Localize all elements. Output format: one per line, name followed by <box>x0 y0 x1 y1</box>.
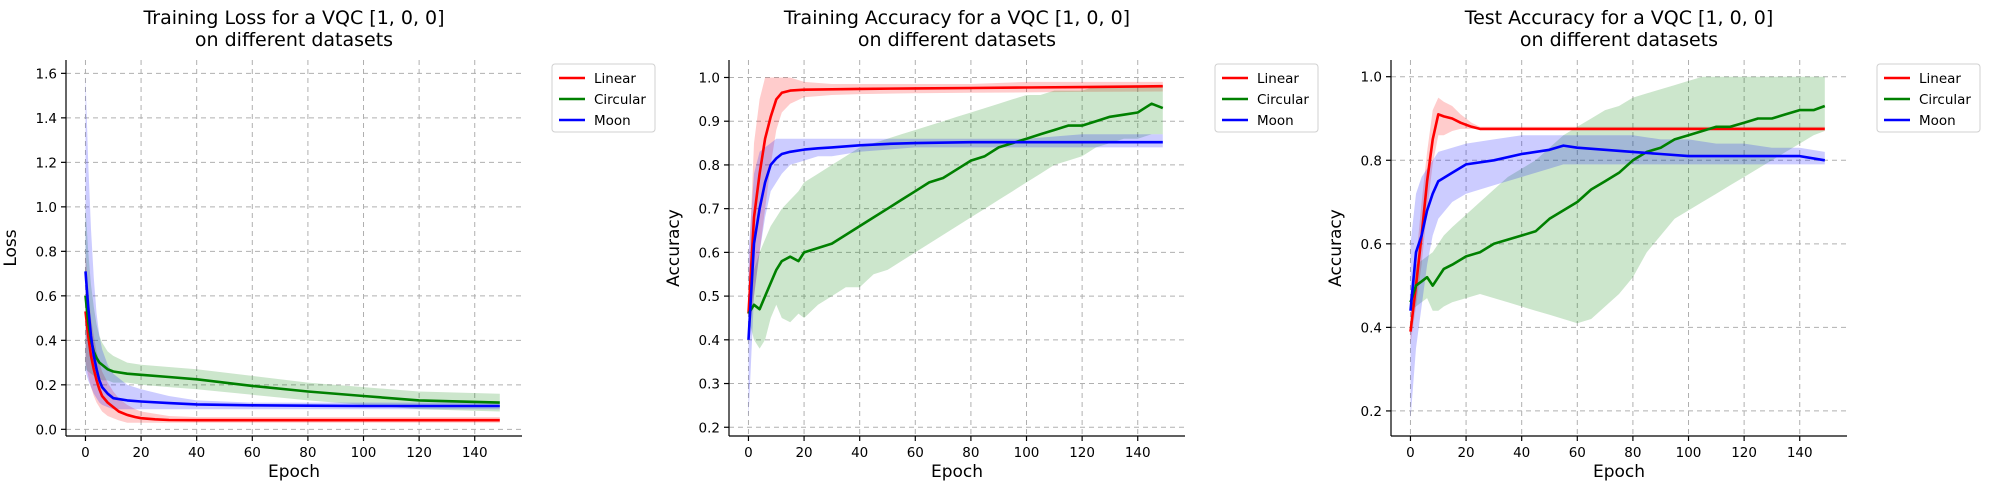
chart-title-line-1: Training Accuracy for a VQC [1, 0, 0] <box>783 7 1130 29</box>
x-axis-label: Epoch <box>931 462 983 482</box>
x-tick-label: 140 <box>1125 445 1151 461</box>
x-tick-label: 80 <box>299 445 316 461</box>
legend-label-moon: Moon <box>1257 113 1294 129</box>
x-tick-label: 60 <box>907 445 924 461</box>
band-circular <box>748 86 1163 349</box>
x-tick-label: 60 <box>1569 445 1586 461</box>
series-line-linear <box>84 311 500 422</box>
x-tick-label: 40 <box>851 445 868 461</box>
series-line-moon <box>747 140 1163 340</box>
band-linear <box>748 77 1163 340</box>
x-tick-label: 0 <box>81 445 90 461</box>
y-tick-label: 0.6 <box>1361 237 1382 253</box>
y-tick-label: 1.2 <box>36 155 57 171</box>
y-tick-label: 1.0 <box>699 70 720 86</box>
legend-label-linear: Linear <box>1919 71 1961 87</box>
legend-label-moon: Moon <box>1919 113 1956 129</box>
legend-label-circular: Circular <box>1257 92 1309 108</box>
series-line-moon <box>84 271 500 408</box>
y-tick-label: 0.8 <box>36 244 57 260</box>
series-line-linear <box>747 84 1163 314</box>
y-tick-label: 0.3 <box>699 377 720 393</box>
band-circular <box>85 206 500 412</box>
band-moon <box>1410 135 1825 420</box>
y-tick-label: 0.8 <box>699 158 720 174</box>
y-tick-label: 0.4 <box>1361 320 1382 336</box>
x-tick-label: 100 <box>1676 445 1702 461</box>
y-tick-label: 0.5 <box>699 289 720 305</box>
y-tick-label: 0.7 <box>699 202 720 218</box>
chart-title-line-1: Test Accuracy for a VQC [1, 0, 0] <box>1464 7 1774 29</box>
x-tick-label: 120 <box>1731 445 1757 461</box>
x-tick-label: 0 <box>1406 445 1415 461</box>
series-line-moon <box>1409 144 1826 311</box>
x-axis-label: Epoch <box>268 462 320 482</box>
y-tick-label: 1.4 <box>36 111 57 127</box>
y-tick-label: 0.4 <box>699 333 720 349</box>
x-tick-label: 120 <box>406 445 432 461</box>
y-tick-label: 1.6 <box>36 66 57 82</box>
band-linear <box>85 251 500 423</box>
legend-frame <box>551 63 656 133</box>
chart-3: 0 20 40 60 80 100 120 140 0.2 0.4 0.6 0.8 1.0 Epoch Ac… <box>1326 7 1981 482</box>
y-tick-label: 0.0 <box>36 422 57 438</box>
chart-1: 0 20 40 60 80 100 120 140 0.0 0.2 0.4 0.6 0.8 1.0 1.2 1… <box>1 7 656 482</box>
legend-frame <box>1214 63 1319 133</box>
y-tick-label: 0.4 <box>36 333 57 349</box>
legend-frame <box>1876 63 1981 133</box>
x-tick-label: 20 <box>132 445 149 461</box>
x-tick-label: 20 <box>795 445 812 461</box>
y-tick-label: 0.2 <box>1361 404 1382 420</box>
x-tick-label: 140 <box>462 445 488 461</box>
y-tick-label: 0.9 <box>699 114 720 130</box>
x-tick-label: 60 <box>244 445 261 461</box>
x-tick-label: 80 <box>962 445 979 461</box>
legend-label-linear: Linear <box>1257 71 1299 87</box>
chart-title-line-2: on different datasets <box>195 29 393 51</box>
x-axis-label: Epoch <box>1593 462 1645 482</box>
y-tick-label: 0.2 <box>699 420 720 436</box>
x-tick-label: 20 <box>1457 445 1474 461</box>
y-tick-label: 0.6 <box>699 245 720 261</box>
x-tick-label: 0 <box>744 445 753 461</box>
band-circular <box>1410 76 1825 324</box>
series-line-linear <box>1409 113 1825 332</box>
legend: Linear Circular Moon <box>1876 63 1981 133</box>
x-tick-label: 40 <box>188 445 205 461</box>
series-line-circular <box>1409 104 1826 303</box>
x-tick-label: 100 <box>351 445 377 461</box>
x-tick-label: 40 <box>1513 445 1530 461</box>
series-line-circular <box>747 102 1164 315</box>
legend-label-circular: Circular <box>1919 92 1971 108</box>
y-tick-label: 0.6 <box>36 289 57 305</box>
band-linear <box>1410 97 1825 345</box>
x-tick-label: 120 <box>1069 445 1095 461</box>
band-moon <box>85 75 500 410</box>
y-tick-label: 0.8 <box>1361 153 1382 169</box>
legend-label-circular: Circular <box>594 92 646 108</box>
chart-title-line-2: on different datasets <box>858 29 1056 51</box>
chart-2: 0 20 40 60 80 100 120 140 0.2 0.3 0.4 0.5 0.6 0.7 0.8 0… <box>664 7 1319 482</box>
legend: Linear Circular Moon <box>551 63 656 133</box>
x-tick-label: 140 <box>1787 445 1813 461</box>
band-moon <box>748 134 1163 419</box>
y-tick-label: 1.0 <box>36 200 57 216</box>
y-axis-label: Accuracy <box>1326 209 1346 287</box>
legend: Linear Circular Moon <box>1214 63 1319 133</box>
y-tick-label: 1.0 <box>1361 70 1382 86</box>
y-axis-label: Loss <box>1 229 21 266</box>
legend-label-moon: Moon <box>594 113 631 129</box>
chart-title-line-2: on different datasets <box>1520 29 1718 51</box>
chart-title-line-1: Training Loss for a VQC [1, 0, 0] <box>142 7 444 29</box>
x-tick-label: 100 <box>1014 445 1040 461</box>
y-axis-label: Accuracy <box>664 209 684 287</box>
y-tick-label: 0.2 <box>36 378 57 394</box>
legend-label-linear: Linear <box>594 71 636 87</box>
x-tick-label: 80 <box>1624 445 1641 461</box>
